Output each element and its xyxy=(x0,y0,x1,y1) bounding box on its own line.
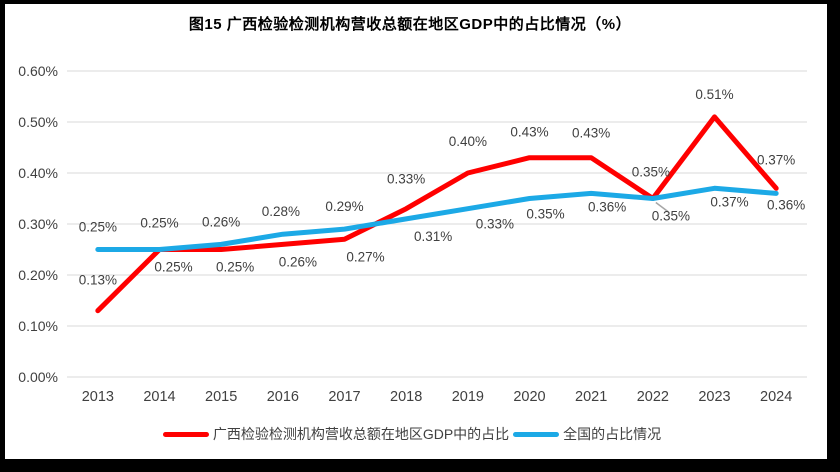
data-label: 0.35% xyxy=(632,165,670,180)
data-label: 0.36% xyxy=(588,199,626,214)
data-label: 0.25% xyxy=(140,216,178,231)
data-label: 0.43% xyxy=(572,126,610,141)
x-tick-label: 2020 xyxy=(513,389,545,405)
x-tick-label: 2015 xyxy=(205,389,237,405)
x-tick-label: 2023 xyxy=(698,389,730,405)
y-tick-label: 0.50% xyxy=(18,114,58,130)
frame-border-bottom xyxy=(0,459,840,472)
data-label: 0.37% xyxy=(757,152,795,167)
label-leader-line xyxy=(655,201,669,213)
data-label: 0.33% xyxy=(387,172,425,187)
data-label: 0.43% xyxy=(510,125,548,140)
data-label: 0.28% xyxy=(262,204,300,219)
data-label: 0.40% xyxy=(449,134,487,149)
x-tick-label: 2022 xyxy=(637,389,669,405)
data-label: 0.25% xyxy=(216,260,254,275)
data-label: 0.29% xyxy=(325,199,363,214)
data-label: 0.25% xyxy=(79,220,117,235)
y-tick-label: 0.40% xyxy=(18,165,58,181)
data-label: 0.51% xyxy=(695,87,733,102)
data-label: 0.26% xyxy=(279,254,317,269)
x-tick-label: 2014 xyxy=(143,389,175,405)
chart-title: 图15 广西检验检测机构营收总额在地区GDP中的占比情况（%） xyxy=(188,16,632,33)
x-tick-label: 2018 xyxy=(390,389,422,405)
data-label: 0.31% xyxy=(414,229,452,244)
x-tick-label: 2017 xyxy=(328,389,360,405)
frame-border-top xyxy=(0,0,840,4)
y-tick-label: 0.20% xyxy=(18,267,58,283)
data-label: 0.35% xyxy=(526,207,564,222)
x-tick-label: 2013 xyxy=(82,389,114,405)
x-tick-label: 2024 xyxy=(760,389,792,405)
legend-label-national: 全国的占比情况 xyxy=(563,426,662,442)
data-label: 0.13% xyxy=(79,273,117,288)
data-label: 0.35% xyxy=(652,209,690,224)
guangxi-series-line xyxy=(95,114,779,314)
data-label: 0.33% xyxy=(476,217,514,232)
y-tick-label: 0.00% xyxy=(18,369,58,385)
legend-swatch-guangxi xyxy=(162,431,209,437)
data-label: 0.25% xyxy=(154,260,192,275)
data-label: 0.27% xyxy=(346,249,384,264)
frame-border-right xyxy=(827,0,840,472)
x-tick-label: 2016 xyxy=(267,389,299,405)
data-label: 0.37% xyxy=(710,194,748,209)
data-label: 0.26% xyxy=(202,214,240,229)
frame-border-left xyxy=(0,0,5,472)
y-tick-label: 0.60% xyxy=(18,63,58,79)
x-tick-label: 2019 xyxy=(452,389,484,405)
y-tick-label: 0.10% xyxy=(18,318,58,334)
data-label: 0.36% xyxy=(767,197,805,212)
legend-swatch-national xyxy=(513,431,560,437)
legend: 广西检验检测机构营收总额在地区GDP中的占比 全国的占比情况 xyxy=(0,424,820,444)
x-tick-label: 2021 xyxy=(575,389,607,405)
national-series-line xyxy=(95,185,779,252)
legend-label-guangxi: 广西检验检测机构营收总额在地区GDP中的占比 xyxy=(212,426,510,442)
y-tick-label: 0.30% xyxy=(18,216,58,232)
